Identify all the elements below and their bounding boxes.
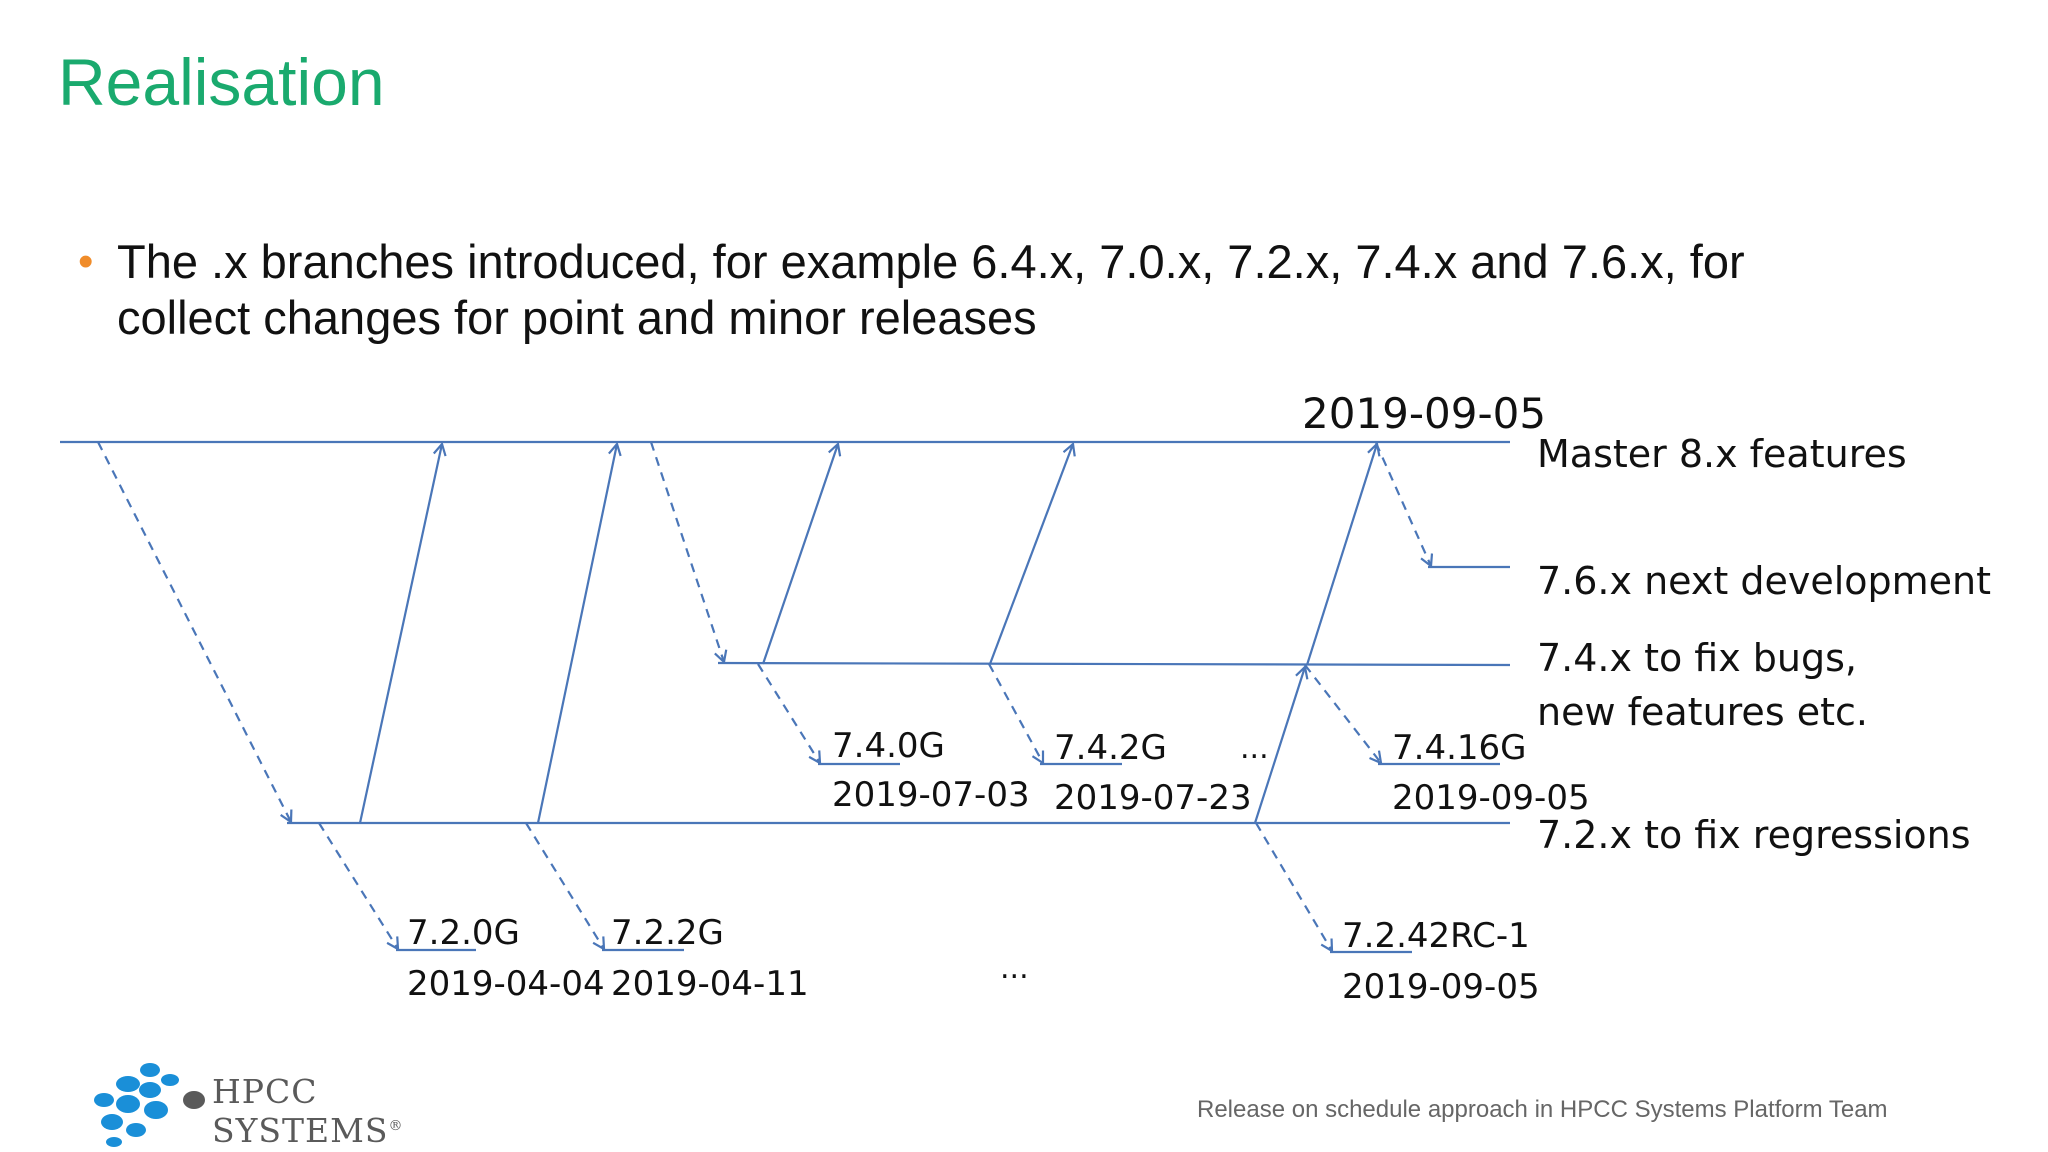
release-72-42-date: 2019-09-05 [1342, 967, 1540, 1007]
branch-74-line [717, 661, 1511, 667]
bullet-line-1: The .x branches introduced, for example … [117, 235, 1745, 288]
release-arrow-72-2 [525, 822, 604, 949]
release-74-0-version: 7.4.0G [832, 726, 945, 766]
hpcc-logo: HPCC SYSTEMS® [84, 1058, 504, 1150]
merge-arrow-72-b [536, 444, 617, 824]
release-72-2-version: 7.2.2G [611, 913, 724, 953]
merge-arrow-72-c [1253, 667, 1305, 824]
hpcc-logo-text: HPCC SYSTEMS® [212, 1072, 404, 1150]
top-date-label: 2019-09-05 [1302, 389, 1546, 438]
release-arrow-74-16 [1304, 664, 1381, 763]
release-74-0-date: 2019-07-03 [832, 775, 1030, 815]
bullet-dot-icon: • [78, 237, 94, 286]
release-72-0-version: 7.2.0G [407, 913, 520, 953]
branch-off-74-arrow [649, 441, 724, 662]
slide-title: Realisation [58, 45, 385, 119]
branch-label-master: Master 8.x features [1537, 432, 1907, 476]
release-74-2-date: 2019-07-23 [1054, 778, 1252, 818]
branch-label-76: 7.6.x next development [1537, 559, 1991, 603]
merge-arrow-72-a [358, 444, 442, 824]
branch-off-76-arrow [1374, 442, 1431, 566]
release-74-16-version: 7.4.16G [1392, 728, 1527, 768]
bullet-line-2: collect changes for point and minor rele… [117, 291, 1037, 344]
merge-arrow-74-c [1305, 444, 1377, 666]
release-arrow-72-0 [318, 822, 398, 949]
branch-label-74-line2: new features etc. [1537, 690, 1868, 734]
release-arrow-74-2 [988, 663, 1043, 763]
release-72-2-date: 2019-04-11 [611, 964, 809, 1004]
release-72-0-date: 2019-04-04 [407, 964, 605, 1004]
release-72-42-version: 7.2.42RC-1 [1342, 916, 1530, 956]
ellipsis-72: ... [1000, 951, 1029, 986]
merge-arrow-74-a [761, 444, 838, 665]
hpcc-dots-icon [94, 1063, 205, 1147]
merge-arrow-74-b [988, 444, 1073, 665]
bullet-text: The .x branches introduced, for example … [117, 234, 1977, 346]
branch-label-74-line1: 7.4.x to fix bugs, [1537, 636, 1857, 680]
release-74-2-version: 7.4.2G [1054, 728, 1167, 768]
footer-caption: Release on schedule approach in HPCC Sys… [1197, 1096, 1888, 1123]
release-arrow-74-0 [757, 663, 820, 763]
branch-label-72: 7.2.x to fix regressions [1537, 813, 1971, 857]
ellipsis-74: ... [1240, 731, 1269, 766]
release-arrow-72-42 [1255, 822, 1332, 951]
release-74-16-date: 2019-09-05 [1392, 778, 1590, 818]
branch-off-72-arrow [97, 441, 291, 822]
